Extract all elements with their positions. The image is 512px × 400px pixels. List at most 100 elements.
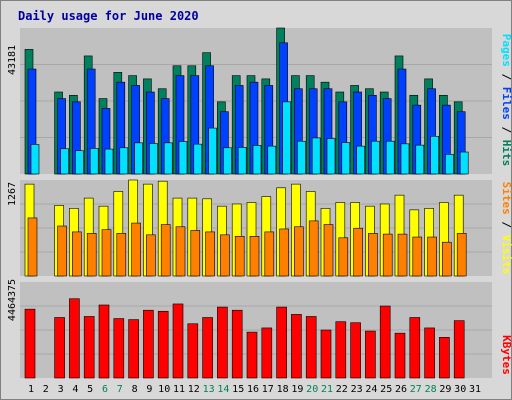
bar-pages-day-5 — [89, 148, 99, 175]
bar-pages-day-7 — [119, 147, 129, 175]
day-label: 25 — [380, 384, 392, 395]
bar-kbytes-day-6 — [98, 304, 110, 379]
bar-sites-day-28 — [427, 236, 437, 277]
bar-pages-day-3 — [60, 148, 69, 175]
day-label: 26 — [395, 384, 407, 395]
bar-sites-day-8 — [131, 222, 141, 277]
side-label-segment: / — [500, 120, 512, 140]
bar-kbytes-day-20 — [305, 316, 317, 379]
bar-kbytes-day-21 — [320, 329, 332, 379]
day-label: 17 — [262, 384, 274, 395]
bar-pages-day-16 — [252, 145, 262, 175]
day-label: 30 — [454, 384, 466, 395]
side-label-segment: Files — [500, 87, 512, 120]
bar-sites-day-7 — [116, 233, 127, 277]
bar-pages-day-25 — [385, 140, 395, 175]
max-label-kbytes: 4464375 — [7, 279, 18, 321]
bar-kbytes-day-30 — [453, 320, 465, 379]
bar-sites-day-29 — [442, 241, 452, 277]
bar-pages-day-15 — [237, 147, 247, 175]
bar-pages-day-27 — [415, 144, 425, 175]
bar-kbytes-day-19 — [291, 314, 302, 379]
bar-kbytes-day-18 — [276, 306, 287, 379]
bar-kbytes-day-24 — [365, 330, 376, 379]
side-label-segment: Sites — [500, 182, 512, 215]
day-label: 7 — [117, 384, 123, 395]
bar-sites-day-19 — [294, 226, 304, 277]
bar-pages-day-26 — [400, 143, 410, 175]
bar-pages-day-13 — [208, 127, 217, 175]
day-label: 28 — [425, 384, 437, 395]
day-label: 14 — [217, 384, 229, 395]
bar-kbytes-day-11 — [172, 303, 184, 379]
bar-sites-day-12 — [190, 230, 201, 277]
day-label: 1 — [28, 384, 34, 395]
day-label: 21 — [321, 384, 333, 395]
bar-sites-day-27 — [412, 236, 423, 277]
day-label: 23 — [351, 384, 363, 395]
bar-sites-day-10 — [160, 224, 171, 277]
bar-pages-day-8 — [134, 142, 143, 175]
bar-sites-day-14 — [220, 234, 230, 277]
bar-kbytes-day-26 — [394, 332, 406, 379]
day-label: 20 — [306, 384, 318, 395]
bar-kbytes-day-14 — [217, 306, 228, 379]
day-label: 13 — [203, 384, 215, 395]
day-label: 3 — [58, 384, 64, 395]
bar-sites-day-3 — [57, 225, 67, 277]
bar-pages-day-12 — [193, 143, 203, 175]
bar-sites-day-21 — [323, 224, 334, 277]
bar-pages-day-24 — [371, 140, 380, 175]
day-label: 10 — [158, 384, 170, 395]
bar-sites-day-9 — [146, 234, 156, 277]
day-label: 31 — [469, 384, 481, 395]
bar-kbytes-day-25 — [379, 305, 391, 379]
bar-kbytes-day-22 — [335, 321, 347, 379]
bar-kbytes-day-15 — [231, 309, 243, 379]
bar-pages-day-4 — [75, 150, 84, 175]
day-label: 9 — [146, 384, 152, 395]
bar-sites-day-15 — [234, 236, 245, 277]
max-label-hits: 43181 — [7, 45, 18, 75]
bar-pages-day-18 — [282, 101, 291, 175]
day-label: 12 — [188, 384, 200, 395]
bar-kbytes-day-5 — [83, 316, 95, 379]
bar-pages-day-17 — [267, 145, 277, 175]
bar-kbytes-day-8 — [128, 319, 139, 379]
bar-kbytes-day-12 — [187, 323, 199, 379]
bar-sites-day-5 — [86, 233, 97, 277]
bar-pages-day-10 — [163, 142, 173, 175]
bar-sites-day-17 — [264, 231, 275, 277]
bar-pages-day-28 — [430, 135, 439, 175]
side-label-segment: KBytes — [500, 335, 512, 375]
day-label: 24 — [365, 384, 377, 395]
bar-pages-day-11 — [178, 141, 188, 175]
day-label: 15 — [232, 384, 244, 395]
bar-kbytes-day-13 — [202, 317, 213, 379]
side-label-kbytes: KBytes — [500, 335, 512, 375]
side-label-visits: Sites / Visits — [500, 182, 512, 275]
day-label: 29 — [439, 384, 451, 395]
bar-kbytes-day-28 — [424, 327, 435, 379]
bar-pages-day-20 — [311, 137, 321, 175]
day-label: 19 — [291, 384, 303, 395]
side-label-hits: Pages / Files / Hits — [500, 34, 512, 167]
bar-sites-day-13 — [205, 231, 215, 277]
bar-kbytes-day-27 — [409, 317, 421, 379]
day-labels: 1 2 3 4 5 6 7 8 9 10 11 12 13 14 15 16 17 18 19 20 21 22 23 24 2… — [28, 384, 481, 395]
side-label-segment: Hits — [500, 140, 512, 167]
chart-title: Daily usage for June 2020 — [18, 9, 199, 23]
bar-pages-day-1 — [30, 144, 40, 175]
bar-pages-day-9 — [149, 143, 158, 175]
bar-sites-day-22 — [338, 237, 349, 277]
bar-pages-day-21 — [326, 138, 336, 175]
bar-sites-day-23 — [353, 227, 363, 277]
day-label: 16 — [247, 384, 259, 395]
bar-pages-day-30 — [459, 151, 469, 175]
bar-sites-day-18 — [279, 228, 289, 277]
bar-sites-day-1 — [27, 217, 38, 277]
bar-sites-day-20 — [308, 220, 319, 277]
max-label-visits: 1267 — [7, 182, 18, 206]
bar-pages-day-19 — [297, 140, 306, 175]
